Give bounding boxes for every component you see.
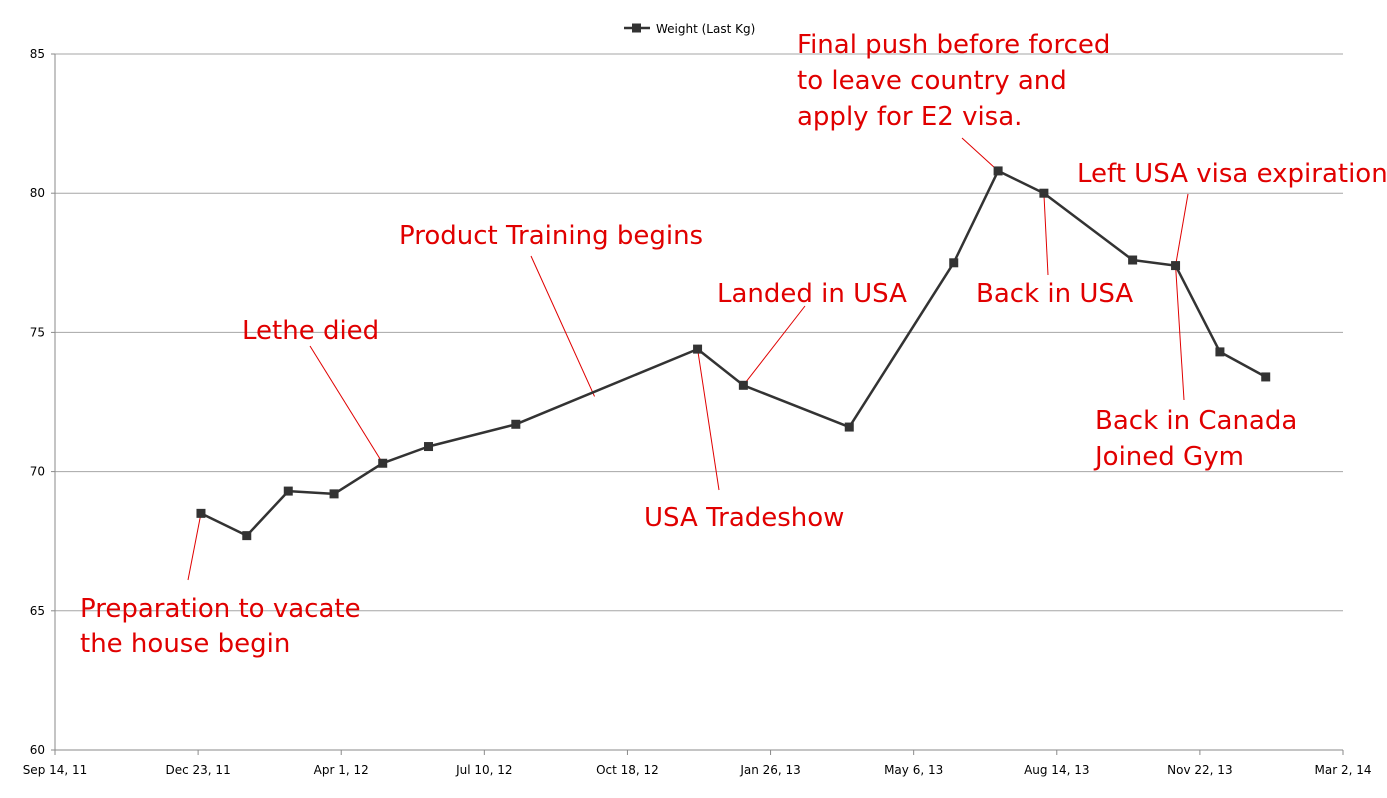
x-tick-label: Apr 1, 12 [314, 763, 369, 777]
y-tick-label: 85 [30, 47, 45, 61]
legend: Weight (Last Kg) [624, 22, 755, 36]
annotation-leader-line [697, 349, 720, 491]
series-weight [196, 166, 1271, 541]
data-point-marker [1128, 255, 1138, 265]
y-tick-label: 75 [30, 325, 45, 339]
x-tick-labels: Sep 14, 11 Dec 23, 11 Apr 1, 12 Jul 10, 12 O… [23, 763, 1372, 777]
data-point-marker [424, 442, 434, 452]
y-tick-label: 70 [30, 465, 45, 479]
data-point-marker [242, 531, 252, 541]
x-tick-label: Aug 14, 13 [1024, 763, 1089, 777]
annotation-leader-line [961, 137, 999, 172]
annotation-leader-lines [187, 137, 1189, 581]
y-tick-labels: 60 65 70 75 80 85 [30, 47, 45, 757]
annotation-label: Product Training begins [399, 221, 703, 251]
series-line [200, 169, 1267, 537]
annotation-leader-line [1175, 193, 1189, 266]
x-tick-label: May 6, 13 [884, 763, 943, 777]
data-point-marker [1171, 261, 1181, 271]
data-point-marker [196, 508, 206, 518]
data-point-marker [378, 458, 388, 468]
data-point-marker [1039, 188, 1049, 198]
annotation-label: Landed in USA [717, 279, 907, 309]
annotation-label: to leave country and [797, 66, 1067, 96]
annotation-label: Joined Gym [1093, 442, 1244, 472]
annotation-leader-line [1043, 193, 1049, 276]
x-tick-label: Sep 14, 11 [23, 763, 88, 777]
annotation-leader-line [742, 305, 806, 386]
x-tick-label: Jul 10, 12 [455, 763, 512, 777]
annotation-label: Back in USA [976, 279, 1133, 309]
annotation-label: Lethe died [242, 316, 379, 346]
data-point-marker [738, 380, 748, 390]
x-tick-label: Dec 23, 11 [166, 763, 231, 777]
x-tick-label: Mar 2, 14 [1315, 763, 1372, 777]
annotation-labels: Preparation to vacate the house begin Leth… [80, 30, 1387, 659]
data-point-marker [329, 489, 339, 499]
data-point-marker [693, 344, 703, 354]
annotation-label: Back in Canada [1095, 406, 1297, 436]
annotation-label: Left USA visa expiration [1077, 159, 1387, 189]
data-point-marker [844, 422, 854, 432]
data-point-marker [993, 166, 1003, 176]
annotation-label: USA Tradeshow [644, 503, 844, 533]
x-tick-label: Oct 18, 12 [596, 763, 659, 777]
annotation-leader-line [309, 345, 384, 464]
annotation-leader-line [530, 255, 595, 397]
annotation-label: apply for E2 visa. [797, 102, 1022, 132]
legend-marker-swatch [632, 23, 641, 33]
x-tick-label: Jan 26, 13 [739, 763, 800, 777]
annotation-label: the house begin [80, 629, 290, 659]
gridlines [51, 53, 1344, 755]
annotation-leader-line [187, 513, 202, 581]
annotation-label: Preparation to vacate [80, 594, 361, 624]
annotation-label: Final push before forced [797, 30, 1110, 60]
data-point-marker [1261, 372, 1271, 382]
legend-label: Weight (Last Kg) [656, 22, 755, 36]
axes [54, 54, 1343, 751]
data-point-marker [283, 486, 293, 496]
y-tick-label: 60 [30, 743, 45, 757]
y-tick-label: 65 [30, 604, 45, 618]
data-point-marker [949, 258, 959, 268]
x-tick-label: Nov 22, 13 [1167, 763, 1232, 777]
data-point-marker [1215, 347, 1225, 357]
y-tick-label: 80 [30, 186, 45, 200]
annotation-leader-line [1175, 265, 1185, 401]
data-point-marker [511, 419, 521, 429]
